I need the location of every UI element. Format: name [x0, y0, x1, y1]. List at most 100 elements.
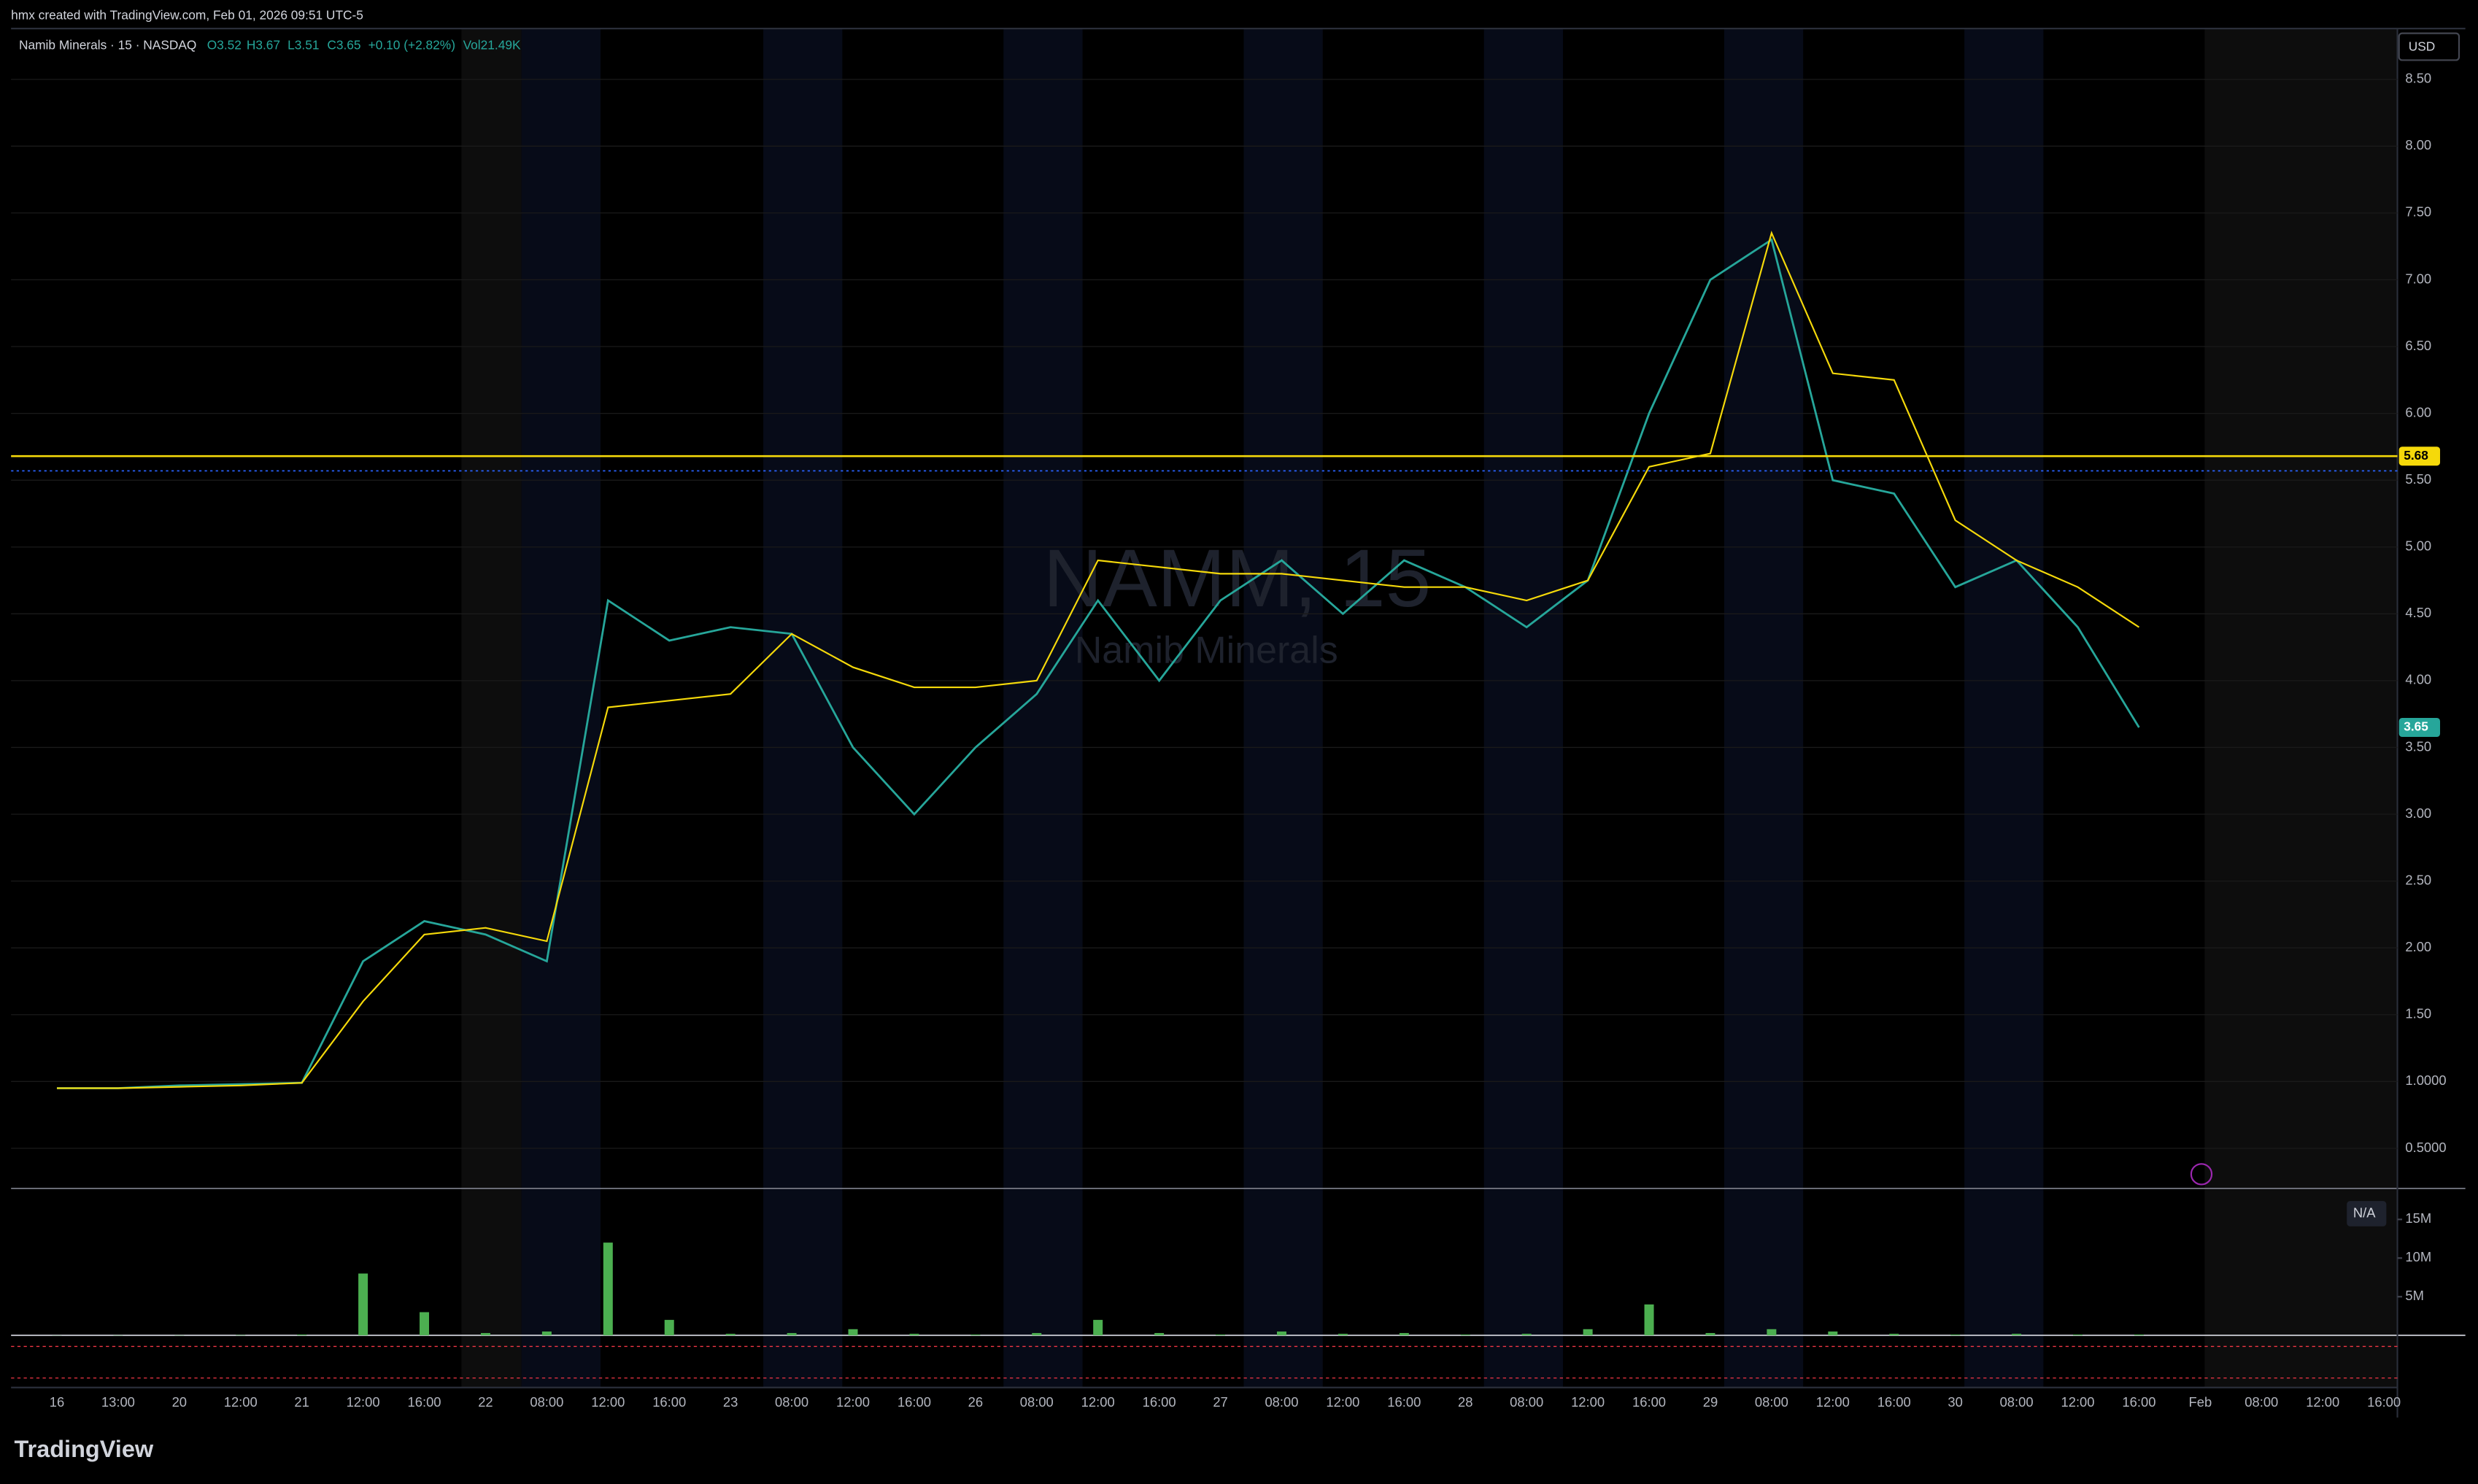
ohlc-close: C3.65 [327, 38, 360, 53]
volume-bar [1399, 1333, 1409, 1336]
band [1243, 28, 1323, 1388]
x-tick-label: 12:00 [347, 1394, 380, 1410]
volume-bar [1032, 1333, 1042, 1336]
band [1724, 28, 1804, 1388]
y-tick-label: 15M [2405, 1210, 2431, 1226]
x-tick-label: 16:00 [1143, 1394, 1176, 1410]
x-tick-label: 08:00 [1510, 1394, 1543, 1410]
x-tick-label: 29 [1703, 1394, 1718, 1410]
volume-bar [725, 1334, 736, 1336]
volume-bar [1950, 1334, 1961, 1336]
x-tick-label: 12:00 [2061, 1394, 2094, 1410]
level-label: 5.68 [2404, 448, 2428, 463]
price-line [56, 238, 2140, 1089]
x-tick-label: 12:00 [836, 1394, 870, 1410]
x-tick-label: 16 [50, 1394, 64, 1410]
y-tick-label: 1.0000 [2405, 1073, 2446, 1088]
last-price-label: 3.65 [2404, 719, 2428, 734]
session-bands [461, 28, 2398, 1388]
y-tick-label: 8.00 [2405, 137, 2431, 152]
volume-bar [787, 1333, 797, 1336]
volume-bar [1338, 1334, 1348, 1336]
band [461, 28, 522, 1388]
volume-bar [1276, 1331, 1286, 1336]
x-tick-label: 28 [1458, 1394, 1472, 1410]
x-tick-label: 16:00 [1387, 1394, 1421, 1410]
y-tick-label: 2.50 [2405, 872, 2431, 887]
volume-bar [1705, 1333, 1715, 1336]
y-tick-label: 8.50 [2405, 71, 2431, 86]
y-tick-label: 3.50 [2405, 738, 2431, 754]
volume-bar [541, 1331, 552, 1336]
na-badge [2347, 1201, 2387, 1226]
x-tick-label: 12:00 [1571, 1394, 1605, 1410]
x-tick-label: 08:00 [1755, 1394, 1788, 1410]
x-tick-label: 23 [723, 1394, 738, 1410]
x-tick-label: 12:00 [2306, 1394, 2339, 1410]
x-tick-label: 16:00 [408, 1394, 441, 1410]
x-tick-label: 16:00 [1877, 1394, 1911, 1410]
y-tick-label: 5M [2405, 1288, 2424, 1303]
y-tick-label: 5.00 [2405, 538, 2431, 554]
x-tick-label: 16:00 [898, 1394, 931, 1410]
band [1003, 28, 1083, 1388]
band [2204, 28, 2398, 1388]
x-tick-label: 08:00 [1020, 1394, 1054, 1410]
volume-bar [1154, 1333, 1165, 1336]
volume-bar [2012, 1334, 2022, 1336]
volume-bar [909, 1334, 919, 1336]
x-tick-label: 12:00 [1081, 1394, 1115, 1410]
y-tick-label: 4.00 [2405, 672, 2431, 687]
x-tick-label: 16:00 [2122, 1394, 2155, 1410]
watermark-name: Namib Minerals [1075, 629, 1338, 671]
x-tick-label: 26 [968, 1394, 983, 1410]
ohlc-high: H3.67 [247, 38, 280, 53]
x-tick-label: 12:00 [224, 1394, 258, 1410]
symbol: Namib Minerals · 15 · NASDAQ [19, 38, 196, 53]
x-tick-label: 12:00 [1326, 1394, 1359, 1410]
volume-bar [1889, 1334, 1899, 1336]
volume-bar [1644, 1304, 1654, 1336]
volume-bar [1767, 1329, 1777, 1336]
x-tick-label: Feb [2189, 1394, 2212, 1410]
watermark-symbol: NAMM, 15 [1043, 532, 1431, 624]
credit: hmx created with TradingView.com, Feb 01… [11, 7, 363, 22]
x-tick-label: 27 [1213, 1394, 1227, 1410]
volume-bar [420, 1312, 430, 1336]
x-tick-label: 13:00 [101, 1394, 135, 1410]
currency-button[interactable] [2398, 32, 2460, 61]
y-tick-label: 1.50 [2405, 1006, 2431, 1021]
y-tick-label: 7.00 [2405, 271, 2431, 286]
volume-bar [1583, 1329, 1593, 1336]
currency[interactable]: USD [2409, 39, 2436, 54]
volume-bar [2073, 1334, 2083, 1336]
volume-bar [297, 1334, 307, 1336]
y-tick-label: 6.50 [2405, 338, 2431, 353]
y-tick-label: 4.50 [2405, 605, 2431, 620]
volume-bar [2134, 1334, 2144, 1336]
x-tick-label: 21 [294, 1394, 309, 1410]
volume-bar [1460, 1334, 1470, 1336]
x-tick-label: 20 [172, 1394, 187, 1410]
volume: Vol21.49K [463, 38, 521, 53]
volume-bar [1216, 1334, 1226, 1336]
alert-icon[interactable] [2190, 1163, 2213, 1186]
y-tick-label: 3.00 [2405, 805, 2431, 821]
band [1964, 28, 2044, 1388]
volume-bar [970, 1334, 981, 1336]
volume-bar [1828, 1331, 1838, 1336]
x-tick-label: 22 [478, 1394, 493, 1410]
ohlc-open: O3.52 [207, 38, 242, 53]
x-tick-label: 12:00 [1816, 1394, 1850, 1410]
level-badge [2398, 447, 2441, 466]
volume-bar [848, 1329, 858, 1336]
last-price-badge [2398, 717, 2441, 737]
y-tick-label: 0.5000 [2405, 1140, 2446, 1155]
volume-bar [1521, 1334, 1532, 1336]
volume-bar [664, 1320, 674, 1336]
volume-bar [236, 1334, 246, 1336]
volume-bar [1093, 1320, 1103, 1336]
